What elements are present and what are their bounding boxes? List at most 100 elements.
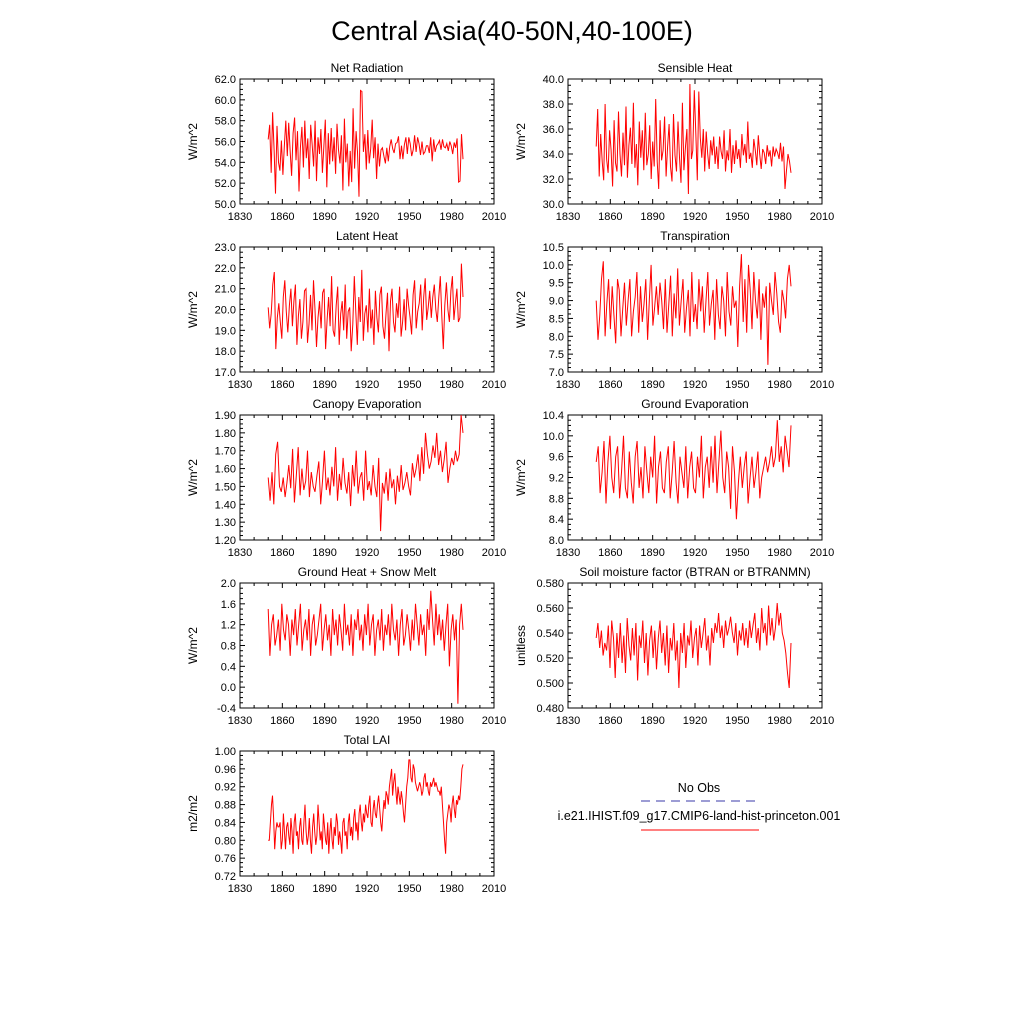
y-axis-label: W/m^2 — [186, 123, 200, 160]
panel-6: 1830 1860 1890 1920 1950 1980 2010 -0.4 0.0 0.4 0.… — [186, 565, 506, 727]
x-tick-label: 1830 — [228, 211, 252, 223]
x-tick-label: 1830 — [228, 547, 252, 559]
x-tick-label: 1920 — [355, 379, 379, 391]
y-tick-label: 1.50 — [215, 481, 236, 493]
x-tick-label: 1890 — [312, 211, 336, 223]
y-tick-label: 0.8 — [221, 641, 236, 653]
y-tick-label: 1.20 — [215, 535, 236, 547]
x-tick-label: 1950 — [725, 211, 749, 223]
plot-frame — [567, 414, 823, 541]
x-tick-label: 1950 — [725, 715, 749, 727]
y-tick-label: 0.84 — [215, 817, 236, 829]
panel-title: Transpiration — [660, 229, 730, 243]
panel-5: 1830 1860 1890 1920 1950 1980 2010 8.0 8.4 8.8 9.2… — [514, 397, 834, 559]
x-tick-label: 1950 — [397, 211, 421, 223]
y-tick-label: 0.76 — [215, 853, 236, 865]
y-tick-label: 34.0 — [543, 149, 564, 161]
panel-title: Latent Heat — [336, 229, 399, 243]
y-axis-label: W/m^2 — [514, 459, 528, 496]
legend: No Obs i.e21.IHIST.f09_g17.CMIP6-land-hi… — [558, 781, 841, 831]
x-tick-label: 1890 — [640, 379, 664, 391]
y-tick-label: 8.5 — [549, 313, 564, 325]
x-tick-label: 1830 — [228, 715, 252, 727]
x-tick-label: 1920 — [355, 547, 379, 559]
series-line — [267, 89, 464, 197]
y-tick-label: 9.6 — [549, 452, 564, 464]
y-tick-label: 9.5 — [549, 278, 564, 290]
panel-3: 1830 1860 1890 1920 1950 1980 2010 7.0 7.5 8.0 8.5… — [514, 229, 834, 391]
x-tick-label: 1860 — [598, 211, 622, 223]
x-tick-label: 1890 — [640, 715, 664, 727]
x-tick-label: 1920 — [683, 211, 707, 223]
y-tick-label: 2.0 — [221, 578, 236, 590]
y-tick-label: 52.0 — [215, 178, 236, 190]
x-tick-label: 1950 — [397, 547, 421, 559]
x-tick-label: 1830 — [556, 715, 580, 727]
y-tick-label: 36.0 — [543, 124, 564, 136]
x-tick-label: 1920 — [355, 211, 379, 223]
y-tick-label: 0.0 — [221, 682, 236, 694]
x-tick-label: 2010 — [482, 211, 506, 223]
y-tick-label: 0.560 — [536, 603, 564, 615]
y-tick-label: 10.4 — [543, 410, 564, 422]
y-tick-label: 10.5 — [543, 242, 564, 254]
x-tick-label: 1980 — [767, 211, 791, 223]
x-tick-label: 1830 — [228, 883, 252, 895]
y-tick-label: 56.0 — [215, 137, 236, 149]
y-tick-label: 0.500 — [536, 678, 564, 690]
x-tick-label: 1860 — [598, 547, 622, 559]
x-tick-label: 2010 — [482, 715, 506, 727]
plot-frame — [239, 582, 495, 709]
figure-title: Central Asia(40-50N,40-100E) — [331, 16, 693, 46]
y-axis-label: W/m^2 — [186, 627, 200, 664]
panel-1: 1830 1860 1890 1920 1950 1980 2010 30.0 32.0 34.0… — [514, 61, 834, 223]
x-tick-label: 1980 — [439, 379, 463, 391]
y-tick-label: 7.0 — [549, 367, 564, 379]
y-axis-label: W/m^2 — [514, 291, 528, 328]
y-tick-label: 10.0 — [543, 260, 564, 272]
x-tick-label: 1950 — [725, 379, 749, 391]
y-tick-label: 23.0 — [215, 242, 236, 254]
x-tick-label: 2010 — [810, 715, 834, 727]
y-tick-label: 0.92 — [215, 782, 236, 794]
x-tick-label: 2010 — [810, 211, 834, 223]
y-tick-label: 1.70 — [215, 446, 236, 458]
series-line — [595, 254, 792, 365]
x-tick-label: 1830 — [228, 379, 252, 391]
x-tick-label: 1830 — [556, 547, 580, 559]
panel-title: Soil moisture factor (BTRAN or BTRANMN) — [579, 565, 810, 579]
y-tick-label: 50.0 — [215, 199, 236, 211]
x-tick-label: 1860 — [270, 547, 294, 559]
y-tick-label: 0.520 — [536, 653, 564, 665]
series-line — [595, 602, 792, 689]
y-tick-label: 30.0 — [543, 199, 564, 211]
legend-model-label: i.e21.IHIST.f09_g17.CMIP6-land-hist-prin… — [558, 809, 841, 823]
series-line — [267, 263, 464, 352]
y-tick-label: 0.580 — [536, 578, 564, 590]
y-tick-label: 1.00 — [215, 746, 236, 758]
y-tick-label: 22.0 — [215, 263, 236, 275]
y-tick-label: 7.5 — [549, 349, 564, 361]
y-tick-label: 60.0 — [215, 95, 236, 107]
x-tick-label: 2010 — [482, 883, 506, 895]
panel-2: 1830 1860 1890 1920 1950 1980 2010 17.0 18.0 19.0… — [186, 229, 506, 391]
x-tick-label: 1830 — [556, 211, 580, 223]
y-tick-label: 0.96 — [215, 764, 236, 776]
y-tick-label: 9.0 — [549, 296, 564, 308]
x-tick-label: 1920 — [355, 883, 379, 895]
x-tick-label: 1890 — [312, 547, 336, 559]
y-tick-label: 54.0 — [215, 157, 236, 169]
panel-title: Ground Heat + Snow Melt — [298, 565, 437, 579]
y-tick-label: 9.2 — [549, 473, 564, 485]
y-tick-label: 1.30 — [215, 517, 236, 529]
y-tick-label: 0.72 — [215, 871, 236, 883]
y-tick-label: 0.80 — [215, 835, 236, 847]
y-tick-label: 21.0 — [215, 284, 236, 296]
x-tick-label: 1980 — [767, 715, 791, 727]
x-tick-label: 1890 — [640, 547, 664, 559]
x-tick-label: 1890 — [312, 379, 336, 391]
y-tick-label: -0.4 — [217, 703, 236, 715]
y-tick-label: 62.0 — [215, 74, 236, 86]
x-tick-label: 1860 — [270, 211, 294, 223]
